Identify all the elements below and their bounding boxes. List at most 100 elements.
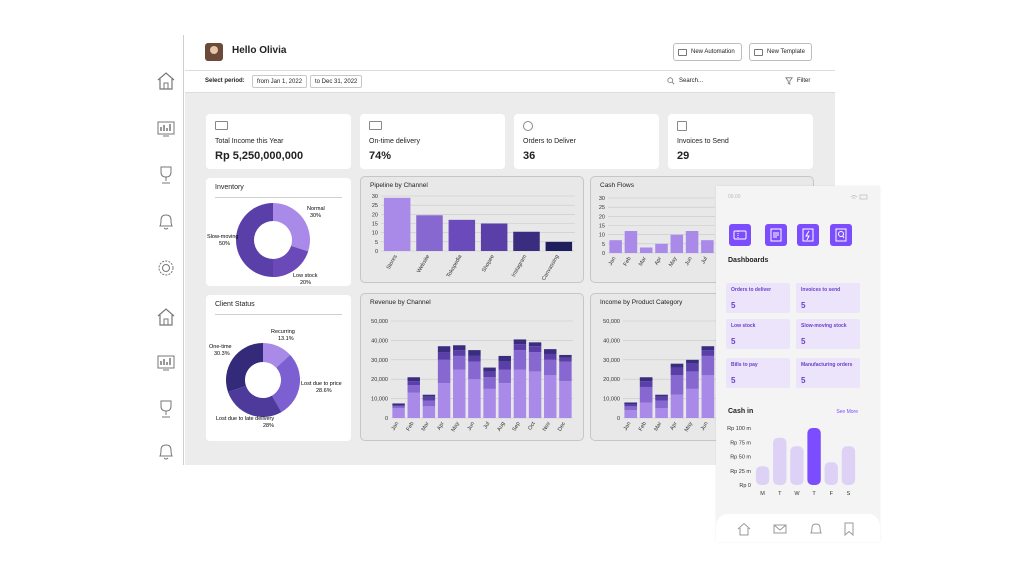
bolt-icon[interactable] [797,224,819,246]
bar-segment[interactable] [422,394,436,397]
home-icon[interactable] [737,522,751,536]
bar-segment[interactable] [407,385,420,393]
bar-segment[interactable] [468,361,481,380]
bar-segment[interactable] [453,345,466,351]
bar-segment[interactable] [624,404,638,407]
client-status-card[interactable]: Client Status Recurring 13.1% Lost due t… [206,295,351,441]
settings-icon[interactable] [156,258,176,278]
bar[interactable] [609,240,622,253]
bar-segment[interactable] [437,383,451,418]
inventory-card[interactable]: Inventory Normal 30% Low stock 20% Slow-… [206,178,351,286]
bar-segment[interactable] [670,375,684,395]
bar[interactable] [545,241,573,251]
bar[interactable] [448,219,476,251]
bar-segment[interactable] [528,371,542,418]
bar-segment[interactable] [701,350,715,356]
trophy-icon[interactable] [156,165,176,185]
analytics-icon[interactable] [156,353,176,373]
mail-icon[interactable] [773,522,787,536]
bar-segment[interactable] [407,377,420,382]
bar-segment[interactable] [686,388,699,418]
bar-segment[interactable] [655,394,668,397]
bell-icon[interactable] [156,211,176,231]
bar-segment[interactable] [670,363,684,368]
bar-segment[interactable] [422,396,436,401]
bar-segment[interactable] [422,406,436,418]
bar-segment[interactable] [483,371,496,378]
search-doc-icon[interactable] [830,224,852,246]
bar[interactable] [383,197,411,251]
bar-segment[interactable] [559,357,572,362]
bar-segment[interactable] [701,355,715,376]
bar[interactable] [841,446,856,485]
bar-segment[interactable] [437,359,451,384]
bar-segment[interactable] [559,354,572,358]
bar[interactable] [790,446,804,485]
bar-segment[interactable] [483,377,496,389]
bar-segment[interactable] [392,403,405,406]
bar-segment[interactable] [498,369,511,384]
bar-segment[interactable] [670,367,684,376]
home-icon[interactable] [156,71,176,91]
bar-segment[interactable] [655,408,668,418]
bar-segment[interactable] [686,371,699,389]
bar-segment[interactable] [544,375,557,418]
bar-segment[interactable] [559,381,572,418]
bar[interactable] [773,437,787,485]
invoice-icon[interactable] [765,224,787,246]
bar-segment[interactable] [498,361,511,370]
pipeline-chart-panel[interactable]: Pipeline by Channel 30 25 20 15 10 5 0 Stores We… [360,176,584,283]
bar-segment[interactable] [701,346,715,351]
bar-segment[interactable] [468,350,481,356]
bar[interactable] [480,223,508,252]
bar-segment[interactable] [701,375,715,418]
kpi-card-income[interactable]: Total Income this Year Rp 5,250,000,000 [206,114,351,169]
bar-segment[interactable] [624,402,638,405]
bar-segment[interactable] [468,379,481,418]
tile-orders-to-deliver[interactable]: Orders to deliver 5 [726,283,790,313]
avatar[interactable] [205,43,223,61]
bar-segment[interactable] [639,377,653,382]
bar-segment[interactable] [670,394,684,418]
see-more-link[interactable]: See More [836,409,858,415]
bar-segment[interactable] [544,353,557,360]
kpi-card-delivery[interactable]: On-time delivery 74% [360,114,505,169]
bar-segment[interactable] [498,355,511,362]
bar-segment[interactable] [528,346,542,353]
bar[interactable] [824,462,838,485]
bar-segment[interactable] [407,381,420,386]
search-input[interactable]: Search... [667,77,703,85]
date-from-button[interactable]: from Jan 1, 2022 [252,75,308,88]
tile-invoices-to-send[interactable]: Invoices to send 5 [796,283,860,313]
bar-segment[interactable] [437,346,451,353]
bar-segment[interactable] [639,381,653,387]
bookmark-icon[interactable] [842,522,856,537]
bar-segment[interactable] [513,369,527,419]
bar-segment[interactable] [453,355,466,370]
home-icon[interactable] [156,307,176,327]
bell-icon[interactable] [156,441,176,461]
bar-segment[interactable] [513,344,527,351]
bell-icon[interactable] [809,522,823,536]
bar-segment[interactable] [483,367,496,372]
revenue-chart-panel[interactable]: Revenue by Channel 50,000 40,000 30,000 20,… [360,293,584,441]
bar-segment[interactable] [498,383,511,418]
bar-segment[interactable] [544,349,557,354]
bar-segment[interactable] [453,369,466,419]
analytics-icon[interactable] [156,119,176,139]
bar-segment[interactable] [639,402,653,418]
new-automation-button[interactable]: New Automation [673,43,742,61]
bar-segment[interactable] [686,363,699,372]
bar-segment[interactable] [655,396,668,401]
bar[interactable] [513,231,540,251]
trophy-icon[interactable] [156,399,176,419]
bar[interactable] [701,240,714,253]
bar[interactable] [670,234,684,253]
kpi-card-orders[interactable]: Orders to Deliver 36 [514,114,659,169]
bar[interactable] [655,243,668,253]
ticket-icon[interactable] [729,224,751,246]
tile-low-stock[interactable]: Low stock 5 [726,319,790,349]
bar-segment[interactable] [655,400,668,409]
tile-bills-to-pay[interactable]: Bills to pay 5 [726,358,790,388]
tile-slow-moving-stock[interactable]: Slow-moving stock 5 [796,319,860,349]
